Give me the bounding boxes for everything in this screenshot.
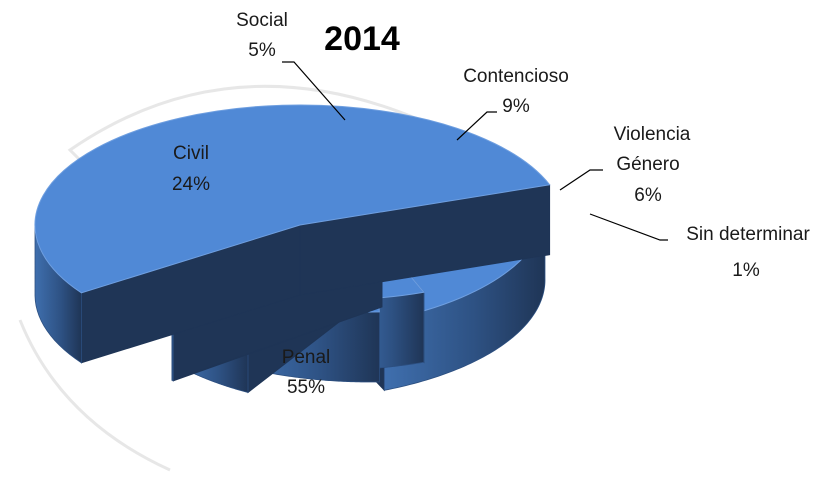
label-penal-value: 55% — [287, 377, 325, 398]
watermark-branch-icon — [18, 319, 171, 472]
slice-penal — [34, 104, 551, 364]
label-sin-determinar-value: 1% — [732, 260, 760, 281]
label-contencioso-value: 9% — [502, 96, 530, 117]
leader-contencioso — [456, 111, 497, 141]
label-civil-name: Civil — [173, 143, 209, 164]
leader-violencia-genero — [559, 169, 603, 191]
label-penal-name: Penal — [282, 347, 331, 368]
label-civil-value: 24% — [172, 174, 210, 195]
leader-sin-determinar — [589, 213, 668, 241]
data-labels: Penal 55% Civil 24% Social 5% Contencioso 9% Vio… — [172, 10, 810, 398]
slice-top — [34, 104, 551, 294]
label-violencia-value: 6% — [634, 185, 662, 206]
label-sin-determinar-name: Sin determinar — [686, 224, 810, 245]
label-contencioso-name: Contencioso — [463, 66, 569, 87]
leader-lines — [282, 61, 668, 241]
label-social-name: Social — [236, 10, 288, 31]
pie-slices — [34, 104, 551, 394]
chart-title: 2014 — [324, 20, 400, 58]
label-genero-name: Género — [616, 154, 679, 175]
label-violencia-name: Violencia — [614, 124, 691, 145]
label-social-value: 5% — [248, 40, 276, 61]
leader-social — [282, 61, 346, 121]
